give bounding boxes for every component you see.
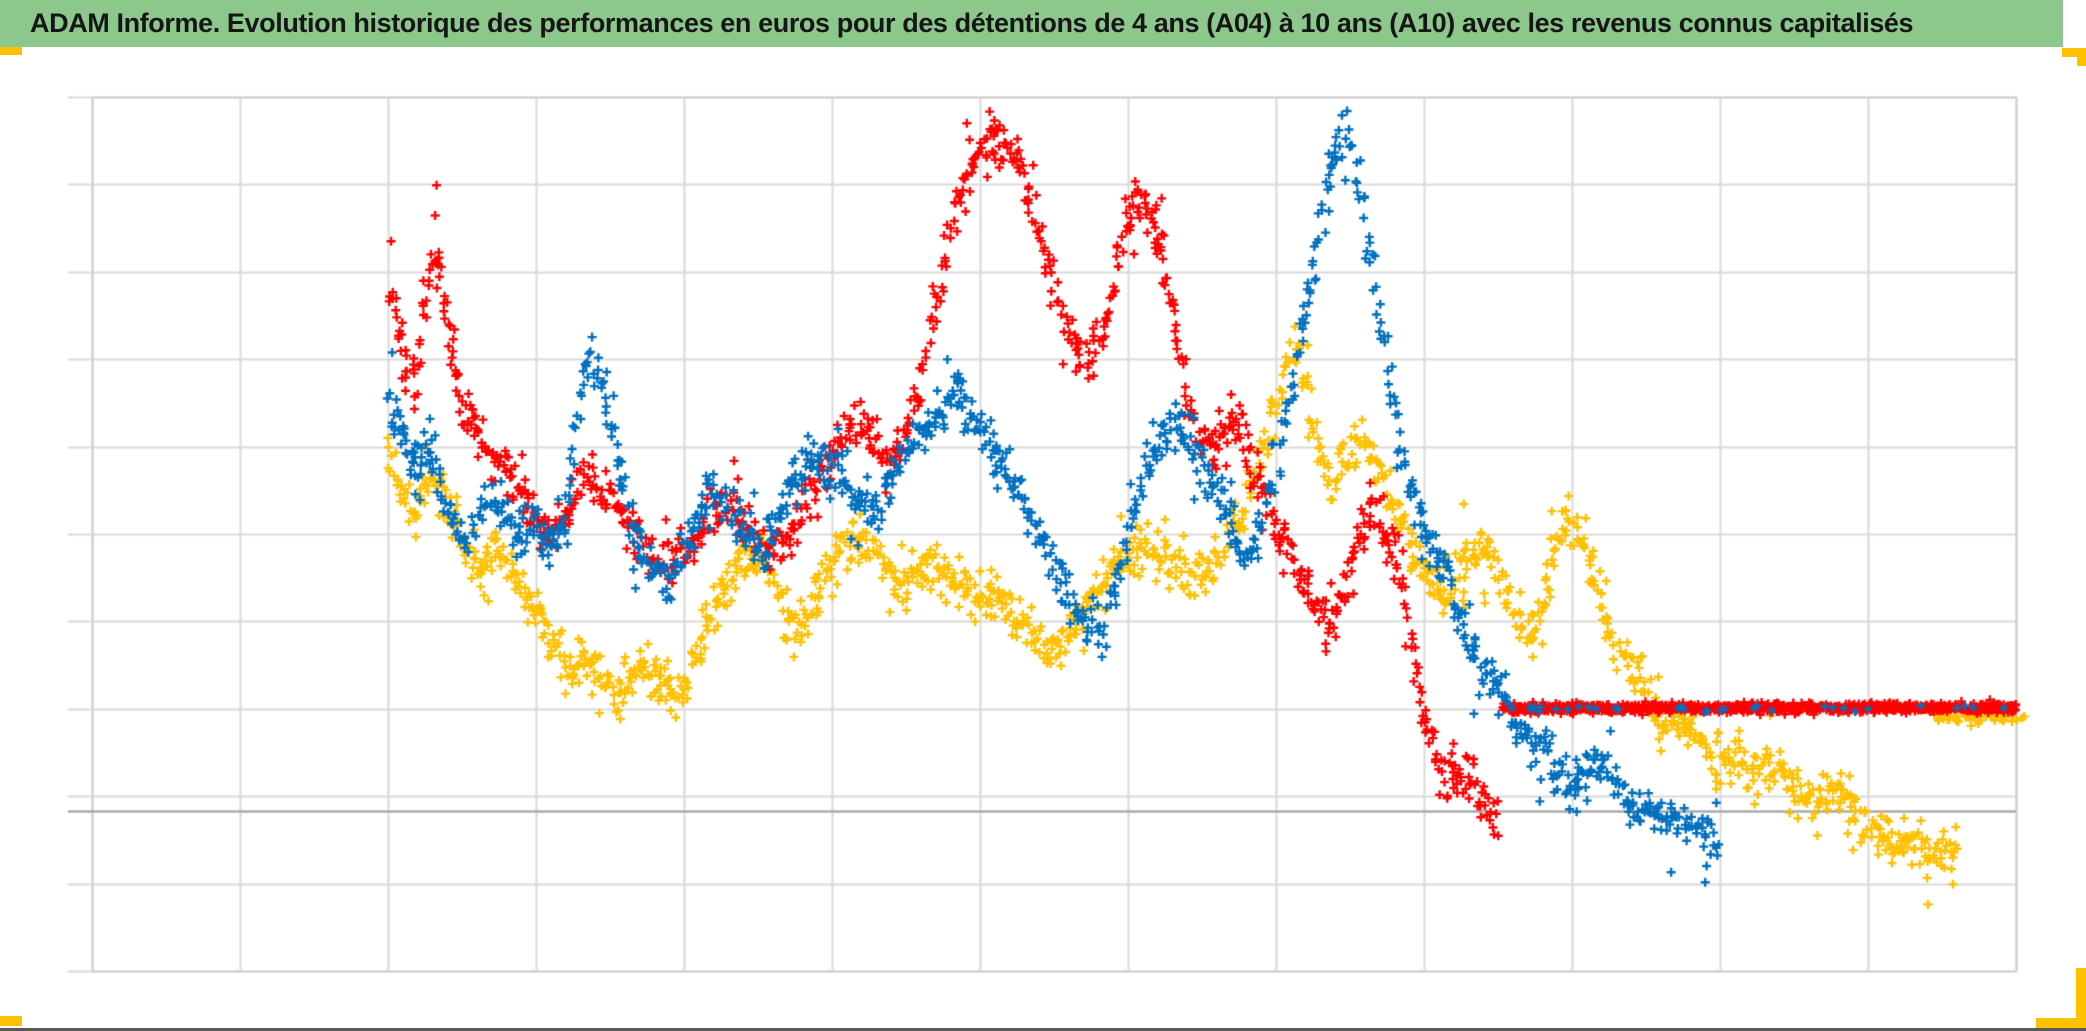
corner-accent-bottom-right-v <box>2076 968 2086 1029</box>
corner-accent-top-right-v <box>2077 48 2086 66</box>
corner-accent-top-right-h <box>2062 48 2086 57</box>
corner-accent-top-left <box>0 47 22 55</box>
corner-accent-bottom-right-h <box>2036 1018 2086 1029</box>
corner-accent-bottom-left <box>0 1016 22 1026</box>
bottom-rule <box>0 1028 2086 1031</box>
